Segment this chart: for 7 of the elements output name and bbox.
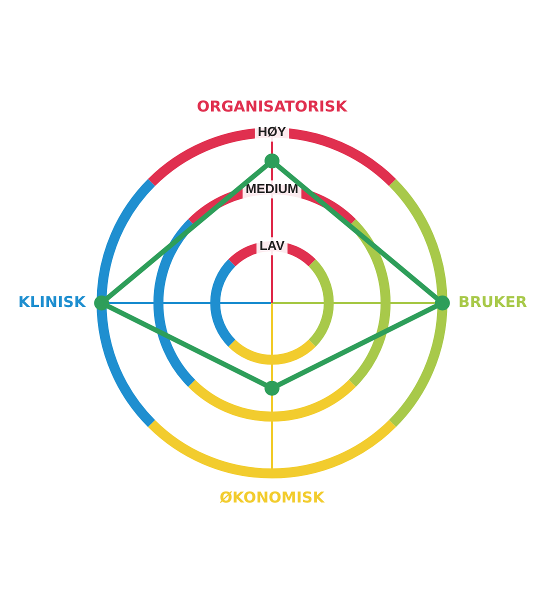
spoke-label: BRUKER bbox=[458, 292, 528, 311]
spoke-label: ORGANISATORISK bbox=[196, 97, 348, 116]
y-tick-label: MEDIUM bbox=[246, 180, 298, 196]
spoke-label: KLINISK bbox=[18, 292, 87, 311]
spoke-label: ØKONOMISK bbox=[220, 488, 326, 506]
y-tick-label: HØY bbox=[258, 124, 286, 140]
y-tick-label: LAV bbox=[259, 238, 285, 253]
